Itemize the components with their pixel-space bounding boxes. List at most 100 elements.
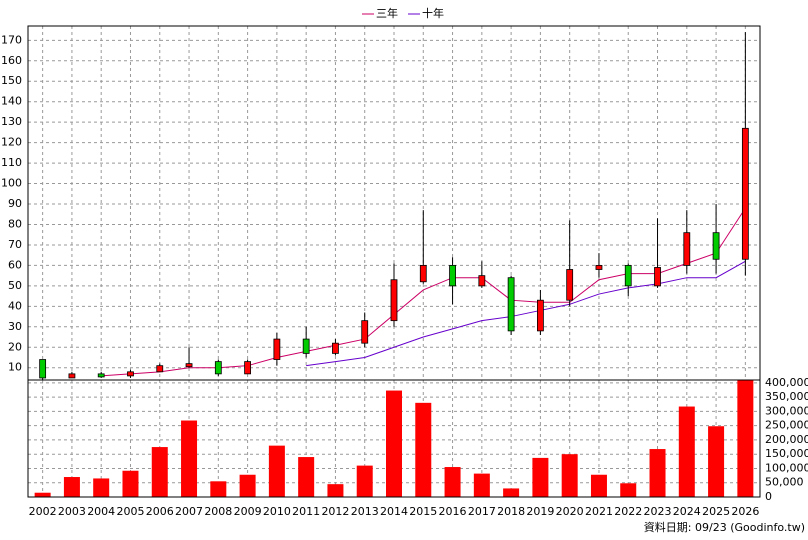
candle-body [595,265,603,270]
candle-body [741,127,749,260]
x-tick-label: 2017 [468,505,496,518]
y2-tick-label: 300,000 [765,404,808,417]
candle-body [566,269,574,301]
y2-tick-label: 0 [765,490,772,503]
volume-bar [503,488,520,497]
y-tick-label: 110 [1,156,22,169]
x-tick-label: 2011 [292,505,320,518]
volume-bar [268,445,285,497]
x-tick-label: 2020 [556,505,584,518]
volume-bar [415,402,432,497]
candle-body [273,338,281,360]
y-tick-label: 70 [8,238,22,251]
volume-bar [561,454,578,497]
x-tick-label: 2019 [526,505,554,518]
x-tick-label: 2008 [204,505,232,518]
volume-bar [708,426,725,497]
y2-tick-label: 50,000 [765,476,804,489]
x-tick-label: 2015 [409,505,437,518]
volume-frame [27,379,761,498]
x-tick-label: 2026 [731,505,759,518]
y-tick-label: 100 [1,177,22,190]
x-tick-label: 2024 [673,505,701,518]
candle-body [127,371,134,377]
candle-body [449,265,456,287]
y-tick-label: 150 [1,74,22,87]
volume-bar [356,465,373,497]
candle-body [419,265,427,283]
x-tick-label: 2023 [644,505,672,518]
x-tick-label: 2010 [263,505,291,518]
volume-bar [678,406,695,497]
x-tick-label: 2014 [380,505,408,518]
y2-tick-label: 100,000 [765,461,808,474]
volume-bar [532,457,549,497]
candle-body [683,232,691,266]
y-tick-label: 160 [1,54,22,67]
candle-body [624,265,632,287]
x-tick-label: 2016 [439,505,467,518]
candle-body [97,373,105,378]
y-tick-label: 140 [1,95,22,108]
x-tick-label: 2005 [116,505,144,518]
x-tick-label: 2004 [87,505,115,518]
x-tick-label: 2002 [29,505,57,518]
y2-tick-label: 150,000 [765,447,808,460]
y-tick-label: 170 [1,33,22,46]
volume-bar [63,477,80,497]
x-tick-label: 2009 [234,505,262,518]
candle-body [390,279,398,322]
y-tick-label: 60 [8,258,22,271]
y-tick-label: 80 [8,217,22,230]
y-tick-label: 130 [1,115,22,128]
candle-body [185,363,193,368]
y-tick-label: 120 [1,136,22,149]
candle-body [478,275,486,287]
x-tick-label: 2022 [614,505,642,518]
x-tick-label: 2025 [702,505,730,518]
legend-label: 十年 [422,6,444,20]
volume-bar [93,478,110,497]
volume-bar [473,473,490,497]
ma-line [101,207,746,377]
candle-body [68,373,76,379]
y-tick-label: 10 [8,361,22,374]
volume-bar [327,484,344,497]
candle-body [712,232,720,260]
candle-body [361,320,369,344]
y2-tick-label: 250,000 [765,419,808,432]
volume-bar [298,457,315,497]
volume-bar [181,420,198,497]
volume-bar [737,380,754,497]
y-tick-label: 30 [8,320,22,333]
candle-body [537,299,544,332]
y-tick-label: 50 [8,279,22,292]
volume-bar [122,470,139,497]
x-tick-label: 2018 [497,505,525,518]
candle-body [156,365,164,373]
legend-label: 三年 [376,6,398,20]
volume-bar [239,474,256,497]
candle-body [302,338,310,354]
candle-body [507,277,515,332]
footer: 資料日期: 09/23 (Goodinfo.tw) [644,520,805,534]
candle-body [39,359,47,379]
x-tick-label: 2021 [585,505,613,518]
candle-body [332,342,339,354]
x-tick-label: 2012 [321,505,349,518]
y2-tick-label: 200,000 [765,433,808,446]
x-tick-label: 2003 [58,505,86,518]
y2-tick-label: 400,000 [765,376,808,389]
volume-bar [649,449,666,497]
y-tick-label: 40 [8,299,22,312]
volume-bar [34,492,51,497]
y-tick-label: 90 [8,197,22,210]
x-tick-label: 2007 [175,505,203,518]
volume-bar [386,390,402,497]
volume-bar [590,474,607,497]
x-tick-label: 2006 [146,505,174,518]
ma-line [306,260,746,367]
volume-bar [620,483,637,497]
